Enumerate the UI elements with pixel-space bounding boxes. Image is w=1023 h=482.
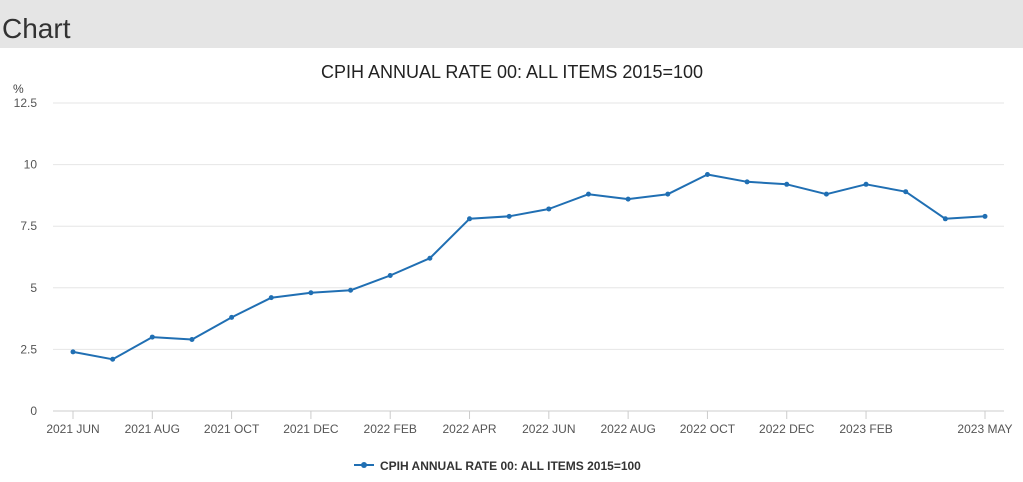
data-point[interactable] (625, 196, 631, 202)
x-tick-label: 2022 JUN (522, 422, 575, 436)
data-point[interactable] (427, 255, 433, 261)
x-tick-label: 2021 JUN (46, 422, 99, 436)
x-axis-ticks: 2021 JUN 2021 AUG 2021 OCT 2021 DEC 2022 FEB… (46, 411, 1013, 436)
x-tick-label: 2021 OCT (204, 422, 260, 436)
data-point[interactable] (903, 189, 909, 195)
data-point[interactable] (942, 216, 948, 222)
x-tick-label: 2022 DEC (759, 422, 815, 436)
chart-header-bar: Chart (0, 0, 1023, 48)
y-tick-label: 0 (30, 404, 37, 418)
x-tick-label: 2021 DEC (283, 422, 339, 436)
data-point[interactable] (704, 171, 710, 177)
grid-lines (53, 102, 1004, 412)
y-tick-label: 10 (24, 158, 38, 172)
data-point[interactable] (585, 191, 591, 197)
data-point[interactable] (70, 349, 76, 355)
data-point[interactable] (982, 213, 988, 219)
x-tick-label: 2021 AUG (125, 422, 180, 436)
data-point[interactable] (863, 181, 869, 187)
data-point[interactable] (784, 181, 790, 187)
legend-label[interactable]: CPIH ANNUAL RATE 00: ALL ITEMS 2015=100 (380, 459, 641, 473)
y-axis-unit-label: % (13, 82, 24, 96)
data-point[interactable] (823, 191, 829, 197)
data-point[interactable] (229, 314, 235, 320)
x-tick-label: 2022 AUG (600, 422, 655, 436)
chart-title: CPIH ANNUAL RATE 00: ALL ITEMS 2015=100 (321, 62, 703, 82)
data-point[interactable] (744, 179, 750, 185)
series-line (72, 173, 986, 361)
legend[interactable]: CPIH ANNUAL RATE 00: ALL ITEMS 2015=100 (354, 459, 641, 473)
x-tick-label: 2022 FEB (364, 422, 417, 436)
data-point[interactable] (189, 337, 195, 343)
y-tick-label: 12.5 (14, 96, 38, 110)
data-point[interactable] (308, 290, 314, 296)
y-tick-label: 7.5 (20, 219, 37, 233)
x-tick-label: 2022 OCT (680, 422, 736, 436)
data-point[interactable] (110, 356, 116, 362)
x-tick-label: 2022 APR (442, 422, 496, 436)
data-point[interactable] (506, 213, 512, 219)
data-point[interactable] (348, 287, 354, 293)
data-point[interactable] (467, 216, 473, 222)
data-point[interactable] (387, 272, 393, 278)
series-group (70, 171, 988, 362)
y-tick-label: 2.5 (20, 342, 37, 356)
x-tick-label: 2023 FEB (839, 422, 892, 436)
legend-swatch-marker (361, 462, 367, 468)
page-heading: Chart (2, 13, 71, 44)
y-tick-label: 5 (30, 281, 37, 295)
data-point[interactable] (268, 295, 274, 301)
data-point[interactable] (149, 334, 155, 340)
data-point[interactable] (546, 206, 552, 212)
y-axis-ticks: 0 2.5 5 7.5 10 12.5 (14, 96, 38, 418)
x-tick-label: 2023 MAY (957, 422, 1012, 436)
data-point[interactable] (665, 191, 671, 197)
line-chart: CPIH ANNUAL RATE 00: ALL ITEMS 2015=100 … (13, 62, 1013, 473)
chart-container: CPIH ANNUAL RATE 00: ALL ITEMS 2015=100 … (0, 48, 1023, 482)
